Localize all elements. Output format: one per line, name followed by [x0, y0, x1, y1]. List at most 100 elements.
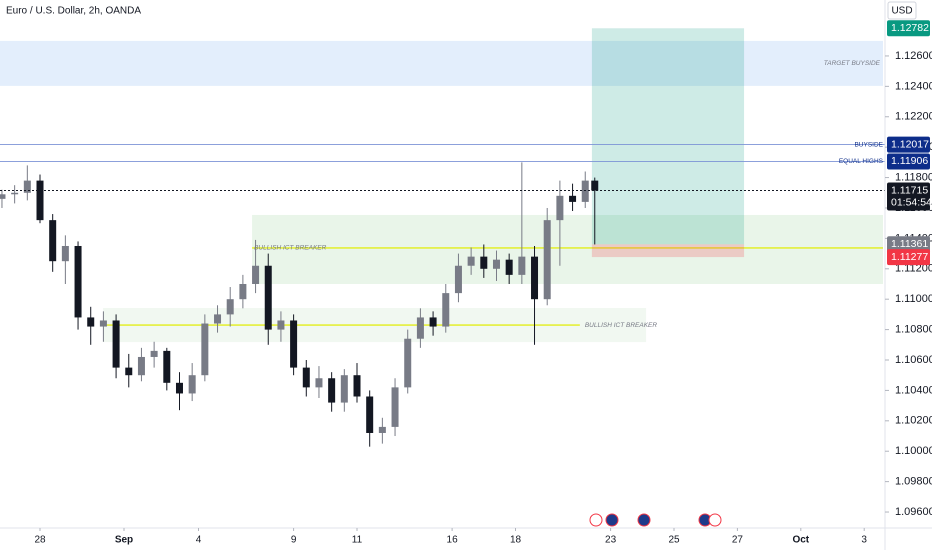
candle-body	[11, 192, 19, 195]
candle-body	[569, 195, 577, 202]
candle-body	[556, 195, 564, 221]
y-tick-label: 1.09600	[895, 506, 932, 518]
candle-body	[125, 367, 133, 376]
price-label-box	[887, 136, 930, 153]
currency: USD	[891, 6, 912, 17]
x-tick-label: 28	[34, 535, 46, 546]
x-tick-label: 27	[732, 535, 744, 546]
level-label: EQUAL HIGHS	[839, 158, 884, 165]
y-tick-label: 1.11200	[895, 263, 932, 275]
x-tick-label: Sep	[115, 535, 133, 546]
event-icon[interactable]	[589, 513, 603, 527]
candle-body	[112, 320, 120, 368]
x-tick-label: 23	[605, 535, 617, 546]
price-label-box	[887, 236, 930, 253]
candle-body	[302, 367, 310, 388]
candle-body	[518, 256, 526, 275]
candle-body	[442, 293, 450, 327]
price-label-box	[887, 182, 930, 211]
candle-body	[175, 382, 183, 394]
y-tick-label: 1.11800	[895, 171, 932, 183]
level-label: BUYSIDE	[854, 141, 883, 148]
candle-body	[74, 245, 82, 318]
candle-body	[99, 320, 107, 327]
candle-body	[252, 265, 260, 284]
x-tick-label: 4	[196, 535, 202, 546]
zone-label: BULLISH ICT BREAKER	[585, 322, 658, 329]
candle-body	[366, 396, 374, 433]
candle-body	[239, 283, 247, 300]
candle-body	[492, 259, 500, 269]
event-icons	[589, 513, 722, 527]
price-label-box	[887, 153, 930, 170]
candle-body	[87, 317, 95, 327]
chart-title: Euro / U.S. Dollar, 2h, OANDA	[6, 6, 141, 17]
price-label-box	[887, 20, 930, 37]
candle-body	[454, 265, 462, 294]
candle-body	[505, 259, 513, 275]
y-tick-label: 1.10200	[895, 415, 932, 427]
event-icon[interactable]	[605, 513, 619, 527]
candle-body	[226, 299, 234, 315]
x-tick-label: 11	[352, 535, 363, 546]
candle-body	[214, 314, 222, 324]
event-icon[interactable]	[708, 513, 722, 527]
event-icon[interactable]	[637, 513, 651, 527]
zone-label: TARGET BUYSIDE	[824, 60, 881, 67]
candle-body	[188, 375, 196, 394]
candle-body	[340, 375, 348, 403]
x-tick-label: 9	[291, 535, 297, 546]
candle-body	[404, 338, 412, 388]
x-tick-label: 18	[510, 535, 522, 546]
x-tick-label: 16	[447, 535, 459, 546]
candle-body	[543, 220, 551, 300]
y-tick-label: 1.10000	[895, 445, 932, 457]
candle-body	[429, 317, 437, 327]
candle-body	[391, 387, 399, 427]
y-tick-label: 1.10800	[895, 324, 932, 336]
candle-body	[290, 320, 298, 368]
candle-body	[591, 180, 599, 191]
target-box	[591, 28, 745, 245]
candle-body	[480, 256, 488, 269]
candle-body	[150, 350, 158, 357]
y-tick-label: 1.11000	[895, 293, 932, 305]
candle-body	[416, 317, 424, 339]
y-tick-label: 1.10600	[895, 354, 932, 366]
price-label: 1.11361	[891, 238, 928, 250]
candle-body	[36, 180, 44, 221]
candle-body	[531, 256, 539, 300]
y-tick-label: 1.12400	[895, 80, 932, 92]
candle-body	[277, 320, 285, 330]
countdown: 01:54:54	[891, 196, 932, 208]
candle-body	[201, 323, 209, 376]
candle-body	[163, 350, 171, 383]
candle-body	[137, 356, 145, 376]
y-tick-label: 1.10400	[895, 384, 932, 396]
candle-body	[378, 426, 386, 433]
price-label: 1.12017	[891, 138, 929, 150]
currency-box[interactable]	[887, 1, 917, 20]
candle-body	[467, 256, 475, 266]
candle-body	[264, 265, 272, 330]
candle-body	[581, 180, 589, 202]
price-label-box	[887, 249, 930, 266]
candle-body	[315, 378, 323, 388]
y-tick-label: 1.12200	[895, 111, 932, 123]
y-tick-label: 1.12600	[895, 50, 932, 62]
x-tick-label: 25	[668, 535, 680, 546]
candle-body	[49, 220, 57, 262]
zone	[252, 214, 883, 284]
candle-body	[353, 375, 361, 397]
x-tick-label: Oct	[792, 535, 809, 546]
candle-body	[61, 245, 69, 262]
price-label: 1.11715	[891, 184, 928, 196]
zone	[0, 40, 883, 86]
stop-box	[591, 244, 745, 258]
price-label: 1.11906	[891, 155, 928, 167]
zone-label: BULLISH ICT BREAKER	[254, 245, 327, 252]
candle-body	[23, 180, 31, 193]
price-label: 1.11277	[891, 251, 928, 263]
y-tick-label: 1.09800	[895, 476, 932, 488]
